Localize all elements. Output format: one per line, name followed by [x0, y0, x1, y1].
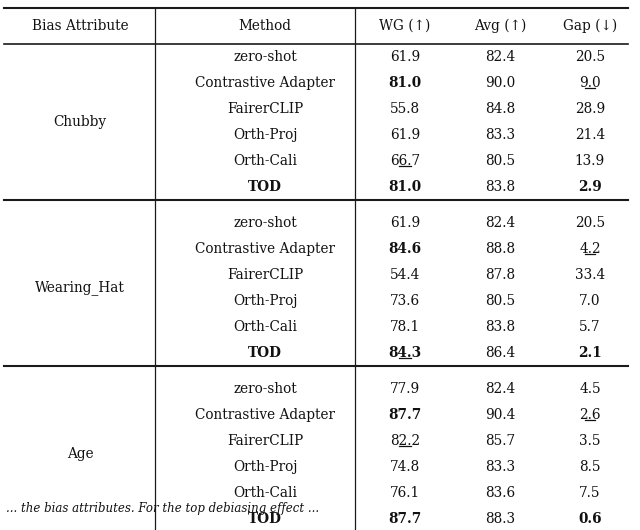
Text: 87.8: 87.8: [485, 268, 515, 282]
Text: 83.8: 83.8: [485, 320, 515, 334]
Text: 83.3: 83.3: [485, 460, 515, 474]
Text: zero-shot: zero-shot: [233, 50, 297, 64]
Text: 76.1: 76.1: [390, 486, 420, 500]
Text: 82.4: 82.4: [485, 382, 515, 396]
Text: 3.5: 3.5: [579, 434, 601, 448]
Text: 4.5: 4.5: [579, 382, 601, 396]
Text: 74.8: 74.8: [390, 460, 420, 474]
Text: 28.9: 28.9: [575, 102, 605, 116]
Text: 2.1: 2.1: [578, 346, 602, 360]
Text: Chubby: Chubby: [53, 115, 107, 129]
Text: Orth-Proj: Orth-Proj: [233, 128, 297, 142]
Text: 0.6: 0.6: [578, 512, 602, 526]
Text: 83.8: 83.8: [485, 180, 515, 194]
Text: WG (↑): WG (↑): [380, 19, 431, 33]
Text: 81.0: 81.0: [388, 180, 422, 194]
Text: 90.0: 90.0: [485, 76, 515, 90]
Text: FairerCLIP: FairerCLIP: [227, 102, 303, 116]
Text: 82.4: 82.4: [485, 216, 515, 230]
Text: 54.4: 54.4: [390, 268, 420, 282]
Text: TOD: TOD: [248, 180, 282, 194]
Text: 8.5: 8.5: [579, 460, 601, 474]
Text: Method: Method: [239, 19, 291, 33]
Text: 83.3: 83.3: [485, 128, 515, 142]
Text: 55.8: 55.8: [390, 102, 420, 116]
Text: Orth-Cali: Orth-Cali: [233, 320, 297, 334]
Text: 2.9: 2.9: [578, 180, 602, 194]
Text: 85.7: 85.7: [485, 434, 515, 448]
Text: 13.9: 13.9: [575, 154, 605, 168]
Text: Orth-Proj: Orth-Proj: [233, 460, 297, 474]
Text: 82.2: 82.2: [390, 434, 420, 448]
Text: Contrastive Adapter: Contrastive Adapter: [195, 76, 335, 90]
Text: 81.0: 81.0: [388, 76, 422, 90]
Text: TOD: TOD: [248, 346, 282, 360]
Text: 7.0: 7.0: [579, 294, 601, 308]
Text: 82.4: 82.4: [485, 50, 515, 64]
Text: 86.4: 86.4: [485, 346, 515, 360]
Text: 84.3: 84.3: [388, 346, 422, 360]
Text: 20.5: 20.5: [575, 50, 605, 64]
Text: 88.3: 88.3: [485, 512, 515, 526]
Text: 66.7: 66.7: [390, 154, 420, 168]
Text: Gap (↓): Gap (↓): [563, 19, 617, 33]
Text: 90.4: 90.4: [485, 408, 515, 422]
Text: 61.9: 61.9: [390, 216, 420, 230]
Text: FairerCLIP: FairerCLIP: [227, 434, 303, 448]
Text: Avg (↑): Avg (↑): [474, 19, 526, 33]
Text: 78.1: 78.1: [390, 320, 420, 334]
Text: 5.7: 5.7: [579, 320, 601, 334]
Text: 61.9: 61.9: [390, 50, 420, 64]
Text: Wearing_Hat: Wearing_Hat: [35, 280, 125, 295]
Text: 73.6: 73.6: [390, 294, 420, 308]
Text: 87.7: 87.7: [388, 408, 422, 422]
Text: 7.5: 7.5: [579, 486, 601, 500]
Text: 33.4: 33.4: [575, 268, 605, 282]
Text: 80.5: 80.5: [485, 294, 515, 308]
Text: 61.9: 61.9: [390, 128, 420, 142]
Text: 87.7: 87.7: [388, 512, 422, 526]
Text: 9.0: 9.0: [579, 76, 601, 90]
Text: Orth-Cali: Orth-Cali: [233, 154, 297, 168]
Text: zero-shot: zero-shot: [233, 216, 297, 230]
Text: Orth-Proj: Orth-Proj: [233, 294, 297, 308]
Text: 20.5: 20.5: [575, 216, 605, 230]
Text: Bias Attribute: Bias Attribute: [32, 19, 128, 33]
Text: FairerCLIP: FairerCLIP: [227, 268, 303, 282]
Text: 21.4: 21.4: [575, 128, 605, 142]
Text: Contrastive Adapter: Contrastive Adapter: [195, 242, 335, 256]
Text: 83.6: 83.6: [485, 486, 515, 500]
Text: 84.8: 84.8: [485, 102, 515, 116]
Text: Contrastive Adapter: Contrastive Adapter: [195, 408, 335, 422]
Text: 84.6: 84.6: [388, 242, 422, 256]
Text: 77.9: 77.9: [390, 382, 420, 396]
Text: 80.5: 80.5: [485, 154, 515, 168]
Text: Age: Age: [67, 447, 93, 461]
Text: ... the bias attributes. For the top debiasing effect ...: ... the bias attributes. For the top deb…: [6, 502, 319, 515]
Text: TOD: TOD: [248, 512, 282, 526]
Text: 4.2: 4.2: [579, 242, 601, 256]
Text: zero-shot: zero-shot: [233, 382, 297, 396]
Text: 2.6: 2.6: [579, 408, 601, 422]
Text: 88.8: 88.8: [485, 242, 515, 256]
Text: Orth-Cali: Orth-Cali: [233, 486, 297, 500]
